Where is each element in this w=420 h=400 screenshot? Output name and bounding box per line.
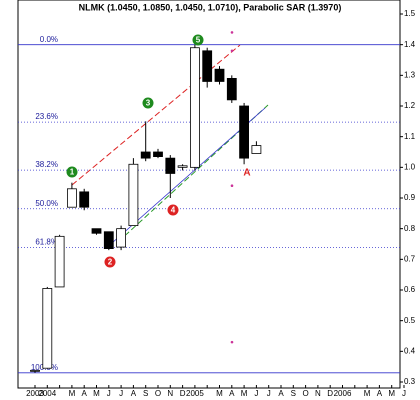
candle-body — [177, 165, 188, 168]
x-tick-label: A — [131, 389, 137, 398]
candle-body — [116, 228, 126, 248]
y-tick-label: 1.2 — [404, 101, 416, 110]
annotation-badge — [66, 166, 78, 178]
x-tick-label: J — [107, 389, 111, 398]
x-tick-label: D — [327, 389, 333, 398]
annotation-badge — [104, 256, 116, 268]
x-tick-label: D — [180, 389, 186, 398]
x-tick-label: J — [267, 389, 271, 398]
sar-dot — [230, 340, 234, 344]
candle-body — [79, 191, 90, 208]
x-tick-label: 2005 — [186, 389, 204, 398]
sar-dot — [230, 49, 234, 53]
fib-label: 23.6% — [35, 112, 58, 121]
y-tick-label: 0.8 — [404, 224, 416, 233]
x-tick-label: M — [69, 389, 76, 398]
candle-body — [189, 47, 200, 168]
fib-label: 38.2% — [35, 160, 58, 169]
annotation-label: 2 — [108, 258, 113, 267]
x-tick-label: A — [82, 389, 88, 398]
annotation-label: 1 — [70, 168, 75, 177]
x-tick-label: M — [93, 389, 100, 398]
annotation-badge — [142, 97, 154, 109]
annotation-label: 3 — [146, 99, 151, 108]
annotation-label: 4 — [171, 206, 176, 215]
x-tick-label: 2003 — [26, 389, 44, 398]
annotation-badge — [167, 204, 179, 216]
x-tick-label: J — [119, 389, 123, 398]
y-tick-label: 1.3 — [404, 70, 416, 79]
candle-body — [165, 157, 176, 174]
x-tick-label: 2006 — [334, 389, 352, 398]
annotation-label: 5 — [196, 36, 201, 45]
x-tick-label: M — [216, 389, 223, 398]
trend-line — [117, 104, 269, 243]
x-tick-label: A — [377, 389, 383, 398]
sar-dot — [230, 184, 234, 188]
x-tick-label: S — [143, 389, 148, 398]
fib-label: 0.0% — [40, 35, 58, 44]
sar-dot — [230, 31, 234, 34]
x-tick-label: S — [291, 389, 296, 398]
x-tick-label: N — [315, 389, 321, 398]
x-tick-label: O — [155, 389, 161, 398]
x-tick-label: 2004 — [38, 389, 56, 398]
candle-body — [42, 288, 53, 369]
candle-body — [251, 145, 262, 154]
y-tick-label: 0.9 — [404, 193, 416, 202]
x-tick-label: A — [229, 389, 235, 398]
y-tick-label: 1.1 — [404, 132, 416, 141]
candle-body — [140, 151, 151, 159]
candle-body — [214, 68, 225, 82]
x-tick-label: A — [278, 389, 284, 398]
y-tick-label: 1.0 — [404, 162, 416, 171]
y-tick-label: 0.5 — [404, 316, 416, 325]
x-tick-label: N — [167, 389, 173, 398]
fib-label: 50.0% — [35, 199, 58, 208]
y-tick-label: 0.6 — [404, 285, 416, 294]
candle-body — [30, 369, 40, 372]
candle-body — [239, 105, 250, 159]
x-tick-label: O — [302, 389, 308, 398]
x-tick-label: M — [364, 389, 371, 398]
x-tick-label: M — [241, 389, 248, 398]
chart-title: NLMK (1.0450, 1.0850, 1.0450, 1.0710), P… — [79, 2, 342, 12]
candle-body — [54, 235, 65, 288]
annotation-label: A — [243, 168, 250, 179]
candle-body — [153, 151, 163, 157]
y-tick-label: 0.7 — [404, 254, 416, 263]
y-tick-label: 1.5 — [404, 9, 416, 18]
annotation-badge — [192, 34, 204, 46]
x-tick-label: J — [402, 389, 406, 398]
candle-body — [128, 163, 139, 226]
candle-body — [202, 50, 213, 82]
fib-label: 61.8% — [35, 237, 58, 246]
x-tick-label: J — [254, 389, 258, 398]
y-tick-label: 0.3 — [404, 377, 416, 386]
candle-body — [103, 231, 114, 250]
y-tick-label: 0.4 — [404, 346, 416, 355]
candle-body — [91, 228, 102, 234]
x-tick-label: M — [388, 389, 395, 398]
y-tick-label: 1.4 — [404, 40, 416, 49]
candle-body — [67, 188, 77, 208]
candle-body — [226, 78, 237, 101]
